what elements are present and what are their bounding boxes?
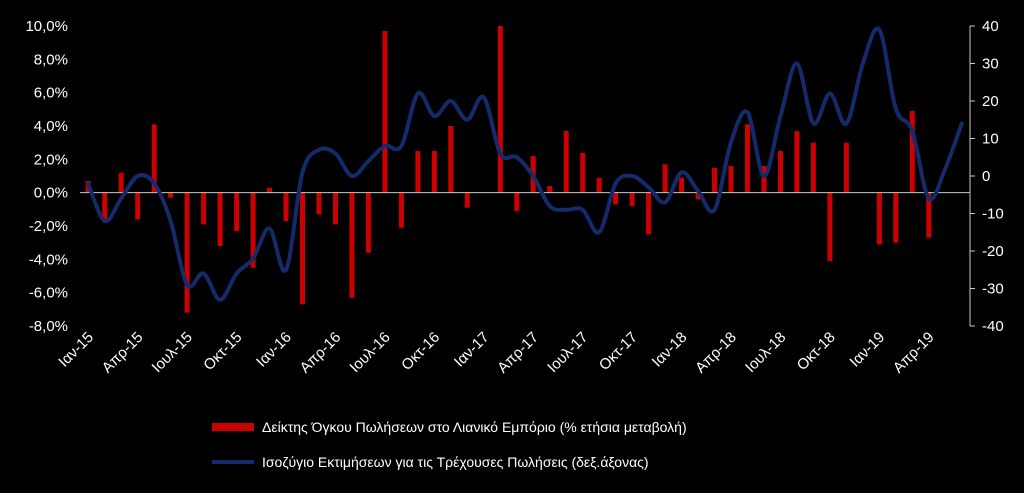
bar — [778, 151, 783, 193]
x-tick-label: Ιουλ-16 — [346, 329, 393, 376]
legend-label-line: Ισοζύγιο Εκτιμήσεων για τις Τρέχουσες Πω… — [262, 454, 649, 470]
y-right-tick-label: 10 — [982, 131, 999, 148]
bar — [283, 192, 289, 221]
bar — [316, 192, 322, 215]
bar — [102, 192, 108, 220]
x-tick-label: Ιαν-16 — [253, 329, 295, 371]
y-right-tick-label: 30 — [982, 56, 999, 73]
bar — [431, 151, 437, 193]
y-right-tick-label: -40 — [982, 318, 1004, 335]
right-axis: -40 -30 -20 -10 0 10 20 30 40 — [969, 18, 1004, 335]
bar — [201, 192, 207, 225]
y-left-tick-label: -6,0% — [29, 285, 68, 302]
x-tick-label: Ιαν-18 — [649, 329, 691, 371]
y-left-tick-label: 0,0% — [34, 185, 68, 202]
legend: Δείκτης Όγκου Πωλήσεων στο Λιανικό Εμπόρ… — [212, 419, 687, 470]
x-tick-label: Απρ-18 — [692, 329, 740, 377]
bar — [876, 192, 882, 245]
legend-label-bar: Δείκτης Όγκου Πωλήσεων στο Λιανικό Εμπόρ… — [262, 419, 687, 435]
x-tick-label: Ιαν-15 — [55, 329, 97, 371]
bar — [168, 192, 174, 198]
bar — [365, 192, 371, 253]
bar — [745, 124, 750, 193]
bar — [613, 192, 619, 205]
x-tick-label: Οκτ-17 — [596, 329, 641, 374]
bar — [464, 192, 470, 208]
bar — [184, 192, 190, 313]
y-left-tick-label: 10,0% — [25, 18, 68, 35]
line-series — [86, 26, 964, 302]
bar — [728, 166, 734, 193]
bar — [695, 192, 701, 200]
y-right-tick-label: -20 — [982, 243, 1004, 260]
bar — [250, 192, 256, 268]
bar — [926, 192, 932, 238]
bar — [118, 172, 124, 193]
x-tick-label: Ιουλ-15 — [149, 329, 196, 376]
bar — [382, 31, 388, 193]
bar — [794, 131, 800, 193]
y-right-tick-label: 40 — [982, 18, 999, 35]
y-left-tick-label: -2,0% — [29, 218, 68, 235]
bar — [234, 192, 240, 231]
bar — [810, 142, 816, 193]
bar — [893, 192, 899, 243]
bar — [679, 177, 685, 193]
bar — [547, 186, 553, 193]
bar — [448, 126, 454, 193]
left-axis: -8,0% -6,0% -4,0% -2,0% 0,0% 2,0% 4,0% 6,0% 8,0%… — [25, 18, 68, 335]
bar — [267, 187, 272, 193]
x-tick-label: Απρ-17 — [494, 329, 542, 377]
x-tick-label: Απρ-19 — [890, 329, 938, 377]
bar — [349, 192, 355, 298]
x-tick-label: Οκτ-15 — [200, 329, 245, 374]
bar — [827, 192, 833, 261]
bar — [333, 192, 338, 225]
y-left-tick-label: -4,0% — [29, 251, 68, 268]
legend-swatch-bar — [212, 423, 254, 431]
x-tick-label: Ιουλ-18 — [742, 329, 789, 376]
y-left-tick-label: 8,0% — [34, 51, 68, 68]
y-left-tick-label: 2,0% — [34, 151, 68, 168]
y-right-tick-label: 20 — [982, 93, 999, 110]
bar — [843, 142, 849, 193]
y-right-tick-label: 0 — [982, 168, 990, 185]
bar — [217, 192, 223, 246]
bar — [514, 192, 520, 211]
x-tick-label: Απρ-15 — [99, 329, 147, 377]
bar — [646, 192, 652, 235]
bar — [415, 151, 421, 193]
y-left-tick-label: 4,0% — [34, 118, 68, 135]
x-tick-label: Οκτ-18 — [794, 329, 839, 374]
bar — [662, 164, 668, 193]
y-left-tick-label: 6,0% — [34, 85, 68, 102]
bar — [398, 192, 404, 228]
y-right-tick-label: -30 — [982, 281, 1004, 298]
y-left-tick-label: -8,0% — [29, 318, 68, 335]
bar — [563, 131, 569, 193]
bar — [629, 192, 635, 206]
x-axis: Ιαν-15 Απρ-15 Ιουλ-15 Οκτ-15 Ιαν-16 Απρ-16 Ιου… — [55, 329, 937, 377]
bar — [580, 152, 586, 193]
bar — [712, 167, 717, 193]
bar — [596, 177, 602, 193]
series-line — [86, 26, 964, 302]
bar — [761, 166, 767, 193]
bar — [909, 111, 915, 193]
y-right-tick-label: -10 — [982, 206, 1004, 223]
bar — [151, 124, 157, 193]
bar — [300, 192, 305, 305]
bar — [497, 26, 503, 193]
x-tick-label: Ιουλ-17 — [544, 329, 591, 376]
bar-series — [85, 26, 932, 313]
x-tick-label: Οκτ-16 — [398, 329, 443, 374]
bar — [135, 192, 141, 220]
x-tick-label: Ιαν-19 — [846, 329, 888, 371]
x-tick-label: Απρ-16 — [297, 329, 345, 377]
x-tick-label: Ιαν-17 — [451, 329, 493, 371]
